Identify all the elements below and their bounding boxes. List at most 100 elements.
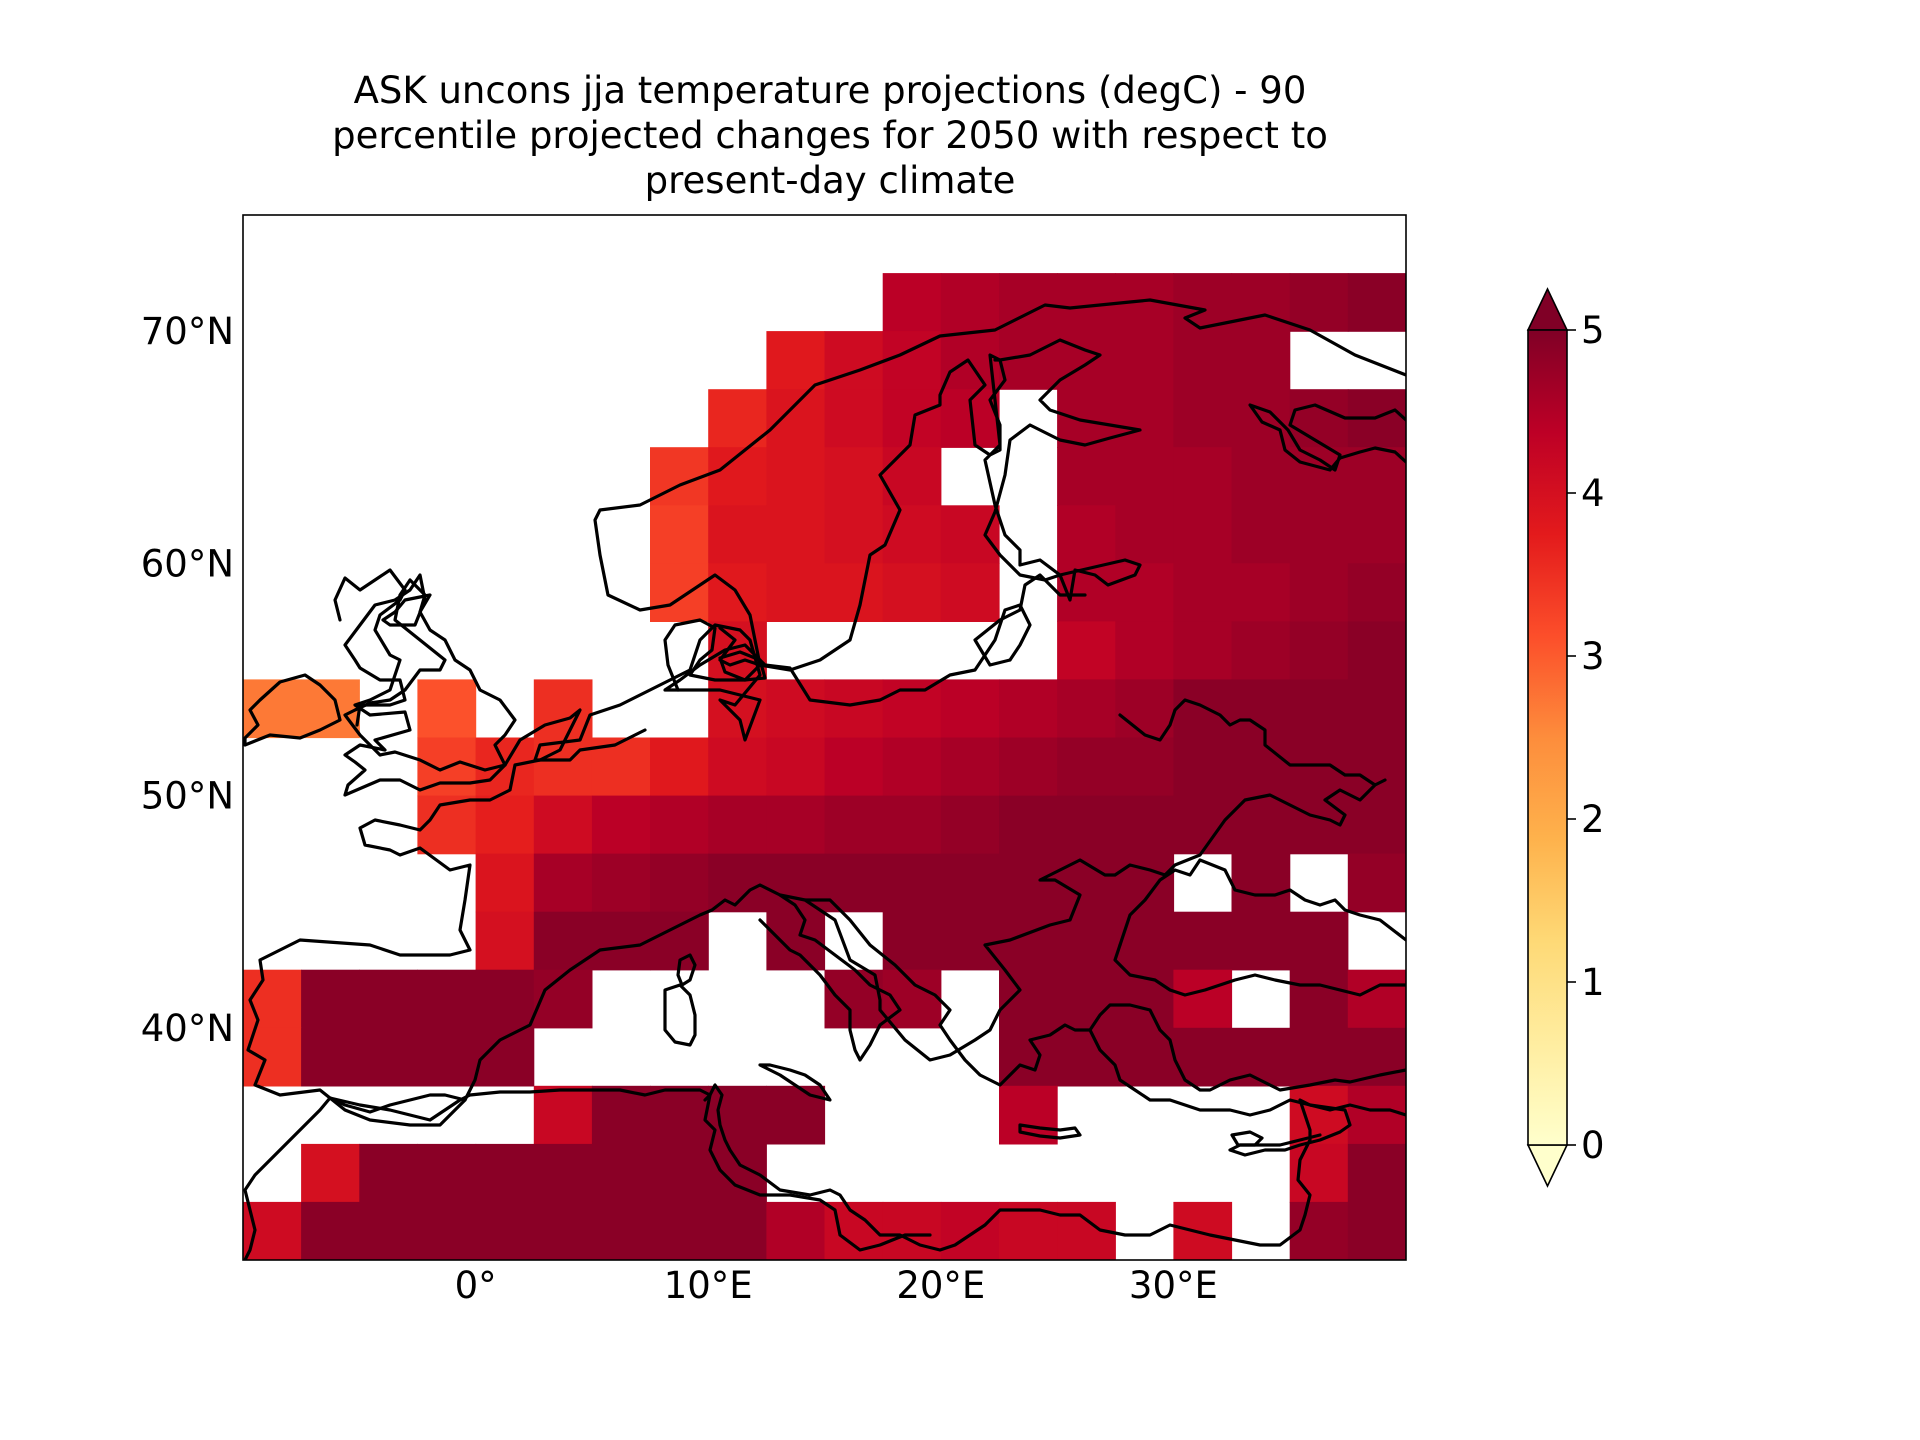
heatmap-cell [591, 1143, 651, 1203]
heatmap-cell [475, 969, 535, 1029]
lat-ticks: 40°N 50°N 60°N 70°N [141, 310, 234, 1050]
heatmap-cell [940, 853, 1000, 913]
coastline-britain-west [333, 568, 507, 797]
heatmap-cell [1115, 621, 1175, 681]
colorbar-extend-max [1526, 287, 1569, 331]
heatmap-cell [766, 389, 826, 448]
colorbar: 0 1 2 3 4 5 [1526, 287, 1605, 1188]
heatmap-cell [1057, 795, 1116, 855]
heatmap-cell [1173, 969, 1233, 1029]
heatmap-cell [708, 1201, 767, 1260]
heatmap-cell [1289, 621, 1349, 681]
heatmap-cell [824, 795, 884, 855]
heatmap-cell [824, 969, 884, 1029]
map-frame [242, 214, 1407, 1261]
heatmap-cell [417, 1201, 477, 1260]
heatmap-cell [243, 1201, 302, 1260]
title-line-3: present-day climate [644, 159, 1016, 202]
heatmap-cell [766, 505, 826, 564]
colorbar-tick-label: 0 [1581, 1124, 1605, 1167]
heatmap-cell [1289, 389, 1349, 448]
coastline-corsica [676, 953, 697, 987]
coastline-kola-whitesea [1248, 403, 1406, 472]
coastline-ireland [243, 673, 342, 747]
heatmap-cell [940, 505, 1000, 564]
heatmap-cell [359, 1027, 418, 1087]
coastline-britain [343, 578, 517, 772]
heatmap-cell [766, 563, 826, 622]
title-line-1: ASK uncons jja temperature projections (… [353, 69, 1307, 112]
heatmap-cell [1347, 737, 1406, 797]
heatmap-cell [1115, 331, 1175, 390]
colorbar-gradient [1527, 329, 1568, 1146]
heatmap-cell [1231, 911, 1291, 971]
coastline-black-sea [1118, 858, 1406, 947]
heatmap-cell [1289, 563, 1349, 622]
heatmap-cell [882, 795, 942, 855]
heatmap-cell [1289, 273, 1349, 332]
heatmap-cell [1173, 679, 1233, 739]
heatmap-cell [475, 853, 535, 913]
heatmap-cell [882, 273, 942, 332]
heatmap-cell [824, 505, 884, 564]
coastline-adriatic-balkans [803, 898, 1406, 1092]
title-line-2: percentile projected changes for 2050 wi… [332, 114, 1328, 157]
heatmap-cell [824, 737, 884, 797]
heatmap-cell [1347, 273, 1406, 332]
heatmap-cell [882, 911, 942, 971]
heatmap-cell [999, 679, 1058, 739]
heatmap-cell [591, 795, 651, 855]
heatmap-cell [1347, 1143, 1406, 1203]
heatmap-cell [940, 795, 1000, 855]
heatmap-cell [533, 969, 593, 1029]
heatmap-cell [1057, 447, 1116, 506]
heatmap-cell [1289, 911, 1349, 971]
heatmap-cell [301, 1201, 360, 1260]
heatmap-cell [766, 331, 826, 390]
heatmap-cell [1289, 505, 1349, 564]
coastline-baltic-east [973, 573, 1087, 667]
heatmap-cell [475, 795, 535, 855]
heatmap-cell [475, 911, 535, 971]
heatmap-cell [1289, 1027, 1349, 1087]
heatmap-cell [882, 737, 942, 797]
heatmap-cell [1057, 621, 1116, 681]
coastline-anatolia-south [703, 1083, 1352, 1252]
heatmap-cell [940, 273, 1000, 332]
heatmap-cell [533, 1201, 593, 1260]
heatmap-cell [1173, 621, 1233, 681]
heatmap-cell [1115, 447, 1175, 506]
heatmap-cell [650, 563, 709, 622]
heatmap-cell [1231, 331, 1291, 390]
lon-tick-label: 0° [455, 1264, 497, 1307]
coastline-black-sea-south [1113, 943, 1406, 997]
heatmap-cell [475, 1201, 535, 1260]
colorbar-tick-label: 1 [1581, 961, 1605, 1004]
heatmap-cell [766, 1085, 826, 1145]
heatmap-cell [1115, 1027, 1175, 1087]
heatmap-cell [359, 1201, 418, 1260]
heatmap-cell [882, 563, 942, 622]
heatmap-cell [533, 795, 593, 855]
heatmap-cell [417, 1027, 477, 1087]
heatmap-cell [1231, 273, 1291, 332]
heatmap-cell [417, 969, 477, 1029]
coastline-north-africa-east [328, 1088, 932, 1252]
coastline-cyprus [1230, 1130, 1264, 1147]
heatmap-cell [533, 679, 593, 739]
heatmap-cell [243, 969, 302, 1029]
colorbar-tick-label: 2 [1581, 798, 1605, 841]
heatmap-cell [1347, 1201, 1406, 1260]
heatmap-cell [766, 447, 826, 506]
heatmap-cell [1173, 389, 1233, 448]
heatmap-cell [1289, 737, 1349, 797]
lat-tick-label: 40°N [141, 1007, 234, 1050]
heatmap-cell [824, 679, 884, 739]
heatmap-cell [708, 389, 767, 448]
heatmap-cell [940, 737, 1000, 797]
lat-tick-label: 50°N [141, 775, 234, 818]
heatmap-cell [766, 737, 826, 797]
colorbar-tick-label: 5 [1581, 309, 1605, 352]
heatmap-cell [1115, 911, 1175, 971]
heatmap-cell [1057, 679, 1116, 739]
